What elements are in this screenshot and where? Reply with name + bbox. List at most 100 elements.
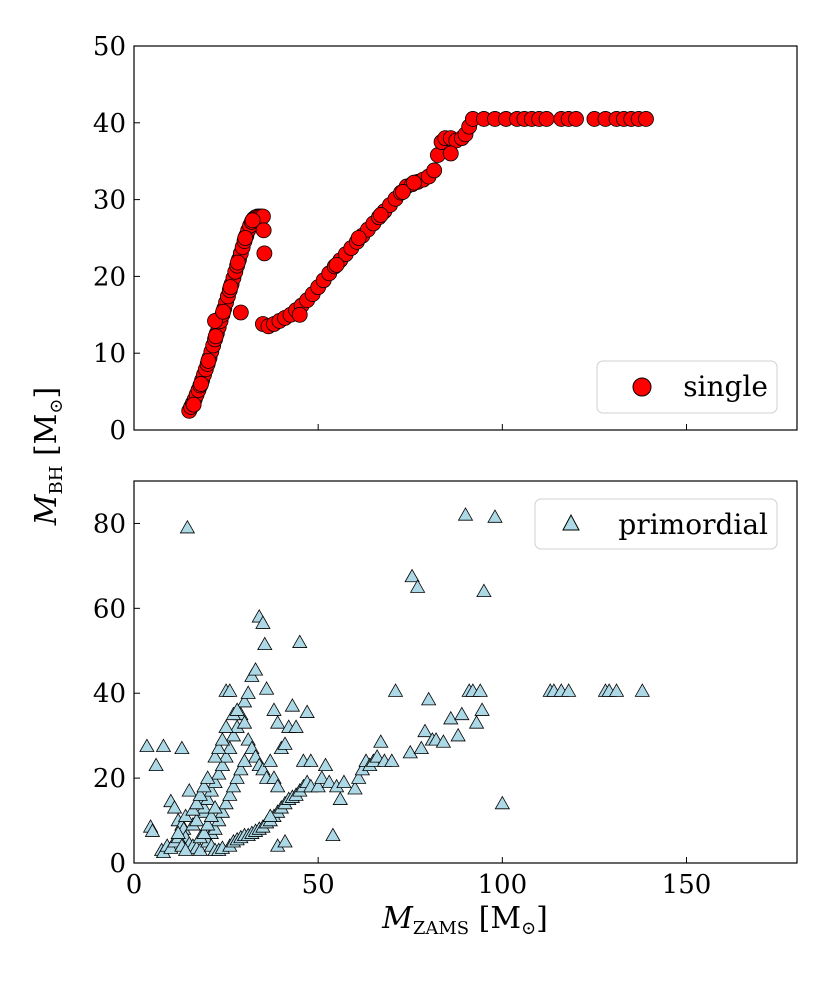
y-axis-label-unit-sub: ⊙ [46,399,67,414]
data-point-primordial [177,842,194,856]
data-point-primordial [229,702,245,716]
y-tick-label: 40 [93,679,126,709]
top-panel: 0 10 20 30 40 50 single [93,32,798,446]
data-point-single [328,256,345,273]
data-point-primordial [211,766,227,780]
data-point-primordial [236,715,253,729]
data-point-primordial [199,816,216,831]
data-point-single [185,396,202,413]
data-point-primordial [207,800,223,814]
data-point-primordial [207,749,223,763]
data-point-primordial [211,740,227,755]
data-point-primordial [402,744,418,759]
data-point-primordial [608,683,625,697]
data-point-primordial [474,702,490,716]
data-point-primordial [181,783,197,797]
data-point-primordial [310,778,326,793]
data-point-primordial [634,683,650,697]
data-point-primordial [269,715,286,729]
data-point-primordial [420,691,437,706]
data-point-primordial [196,778,212,793]
data-point-primordial [233,761,249,776]
y-tick-label: 0 [109,416,126,446]
data-point-single [538,111,555,127]
data-point-primordial [188,812,205,827]
data-point-primordial [347,780,363,795]
bottom-plot-frame [133,480,798,864]
data-point-primordial [350,770,367,784]
x-tick-label: 50 [302,870,335,900]
data-point-primordial [225,727,242,742]
data-point-single [442,145,459,162]
data-point-primordial [214,757,231,772]
data-point-primordial [179,519,196,534]
data-point-single [568,111,584,127]
data-point-primordial [369,749,385,763]
data-point-primordial [404,568,420,583]
data-point-primordial [292,634,308,648]
x-tick-label: 150 [662,870,712,900]
data-point-primordial [144,823,161,837]
data-point-primordial [476,583,492,598]
data-point-primordial [299,704,315,718]
data-point-primordial [257,636,273,651]
data-point-single [237,230,254,246]
data-point-single [215,303,232,320]
y-tick-label: 80 [93,509,126,539]
data-point-primordial [155,738,172,752]
data-point-primordial [560,683,577,697]
data-point-primordial [332,791,348,805]
data-point-primordial [247,662,264,676]
data-point-primordial [222,683,238,697]
data-point-primordial [384,753,400,767]
y-tick-label: 20 [93,262,126,292]
data-point-primordial [192,842,208,856]
data-point-primordial [435,734,452,748]
data-point-single [232,304,249,321]
primordial-series-points [139,507,650,859]
data-point-primordial [229,770,245,784]
data-point-primordial [218,749,234,763]
y-tick-label: 40 [93,109,126,139]
y-axis-label: MBH [M⊙] [29,387,67,526]
x-axis-label-unit: [M [469,901,521,936]
data-point-primordial [314,770,330,784]
data-point-primordial [192,787,208,801]
data-point-single [291,306,308,323]
y-axis-label-symbol: M [29,493,64,526]
data-point-primordial [277,833,293,848]
data-point-single [426,162,443,179]
single-legend-label: single [683,370,768,403]
bottom-panel: 0 50 100 150 0 20 40 60 80 primordial [93,480,798,900]
data-point-single [222,279,239,296]
y-tick-label: 10 [93,339,126,369]
data-point-primordial [288,719,304,733]
data-point-primordial [468,715,485,729]
y-axis-label-unit: [M [29,414,64,466]
data-point-single [193,376,209,392]
single-series-points [181,111,654,419]
data-point-primordial [258,681,275,695]
data-point-primordial [336,774,352,789]
data-point-primordial [255,615,271,629]
data-point-primordial [457,507,474,521]
data-point-primordial [188,795,205,810]
x-tick-label: 0 [126,870,143,900]
data-point-single [256,245,273,262]
data-point-primordial [266,702,282,716]
data-point-primordial [443,710,459,725]
data-point-single [207,328,224,345]
y-tick-label: 20 [93,764,126,794]
data-point-primordial [222,787,238,801]
data-point-primordial [269,778,286,793]
data-point-single [394,184,411,200]
data-point-primordial [417,723,433,738]
data-point-primordial [139,738,155,752]
x-axis-label-symbol: M [381,901,414,936]
data-point-primordial [450,727,466,742]
data-point-primordial [203,808,220,822]
data-point-primordial [321,774,337,789]
x-tick-label: 100 [478,870,528,900]
data-point-primordial [214,732,231,746]
data-point-single [372,207,389,223]
